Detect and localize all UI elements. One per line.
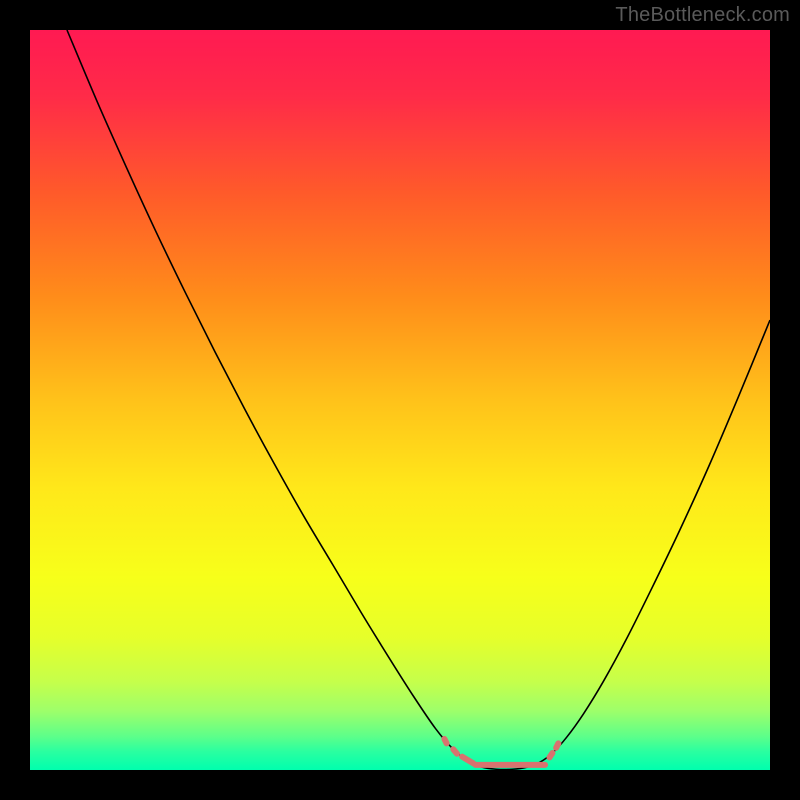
marker-segment [444, 739, 446, 743]
marker-segment [549, 753, 552, 757]
bottleneck-curve-chart [0, 0, 800, 800]
watermark-text: TheBottleneck.com [615, 4, 790, 27]
marker-segment [556, 743, 558, 747]
chart-container: TheBottleneck.com [0, 0, 800, 800]
plot-background [30, 30, 770, 770]
marker-segment [453, 749, 457, 753]
